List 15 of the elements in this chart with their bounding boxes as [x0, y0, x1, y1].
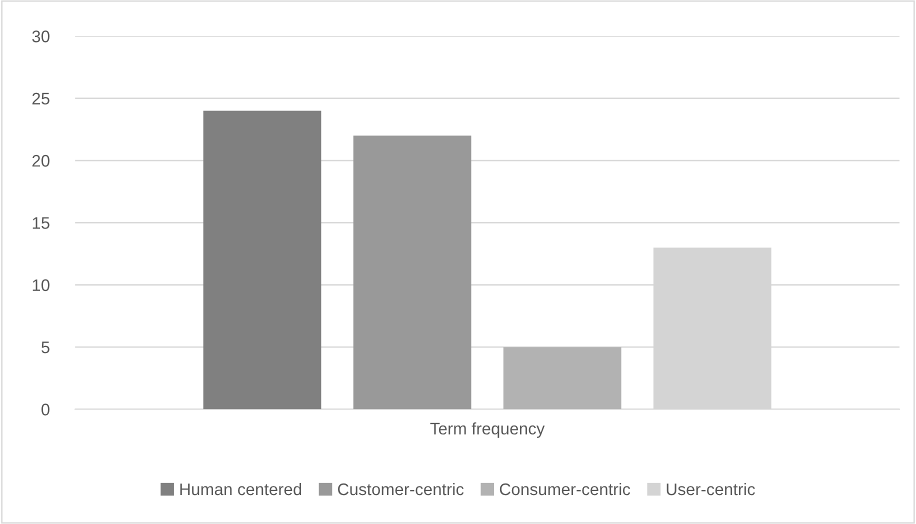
y-tick-label: 30 [32, 30, 50, 42]
y-tick-label: 20 [32, 154, 50, 167]
legend-label: Human centered [180, 482, 302, 496]
legend-label: Customer-centric [338, 482, 464, 496]
legend-label: User-centric [666, 482, 755, 496]
y-tick-label: 0 [41, 404, 50, 416]
y-tick-label: 15 [32, 217, 50, 229]
bar [353, 136, 472, 410]
y-tick-label: 10 [32, 279, 50, 292]
x-axis-title: Term frequency [430, 422, 545, 438]
bar [503, 347, 622, 410]
legend-label: Consumer-centric [500, 482, 630, 496]
bar [203, 110, 322, 410]
y-tick-label: 25 [32, 92, 50, 105]
y-tick-label: 5 [42, 342, 50, 354]
